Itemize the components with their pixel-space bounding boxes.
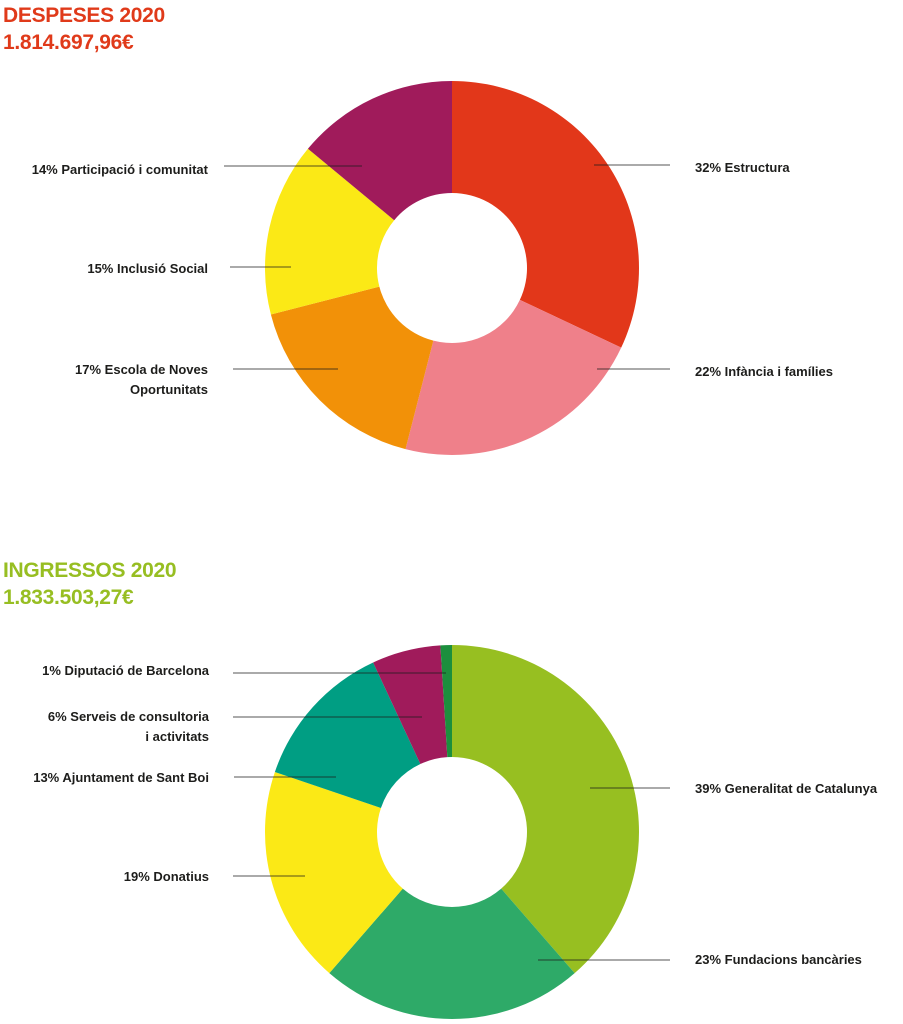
despeses-title: DESPESES 2020 xyxy=(3,4,165,27)
chart1-slice-label-3-line-2: Oportunitats xyxy=(130,382,208,397)
chart1-slice-label-4-line-1: 15% Inclusió Social xyxy=(87,261,208,276)
chart2-slice-5 xyxy=(373,645,448,764)
chart2-slice-2 xyxy=(329,888,575,1020)
chart2-slice-label-6: 1% Diputació de Barcelona xyxy=(42,663,210,678)
chart1-slice-4 xyxy=(265,148,395,315)
chart2-slice-label-3: 19% Donatius xyxy=(124,869,209,884)
ingressos-title: INGRESSOS 2020 xyxy=(3,559,177,582)
ingressos-total: 1.833.503,27€ xyxy=(3,586,134,609)
chart2-slice-label-2: 23% Fundacions bancàries xyxy=(695,952,862,967)
chart2-slice-label-5: 6% Serveis de consultoria i activitats xyxy=(48,709,210,744)
chart1-slice-label-3: 17% Escola de Noves Oportunitats xyxy=(75,362,208,397)
chart-title-despeses: DESPESES 2020 1.814.697,96€ xyxy=(3,2,165,56)
chart2-slice-label-4: 13% Ajuntament de Sant Boi xyxy=(33,770,209,785)
chart1-slice-label-5: 14% Participació i comunitat xyxy=(32,162,209,177)
chart1-slice-3 xyxy=(270,286,434,450)
chart2-slice-label-2-line-1: 23% Fundacions bancàries xyxy=(695,952,862,967)
chart2-slice-label-4-line-1: 13% Ajuntament de Sant Boi xyxy=(33,770,209,785)
chart2-slice-3 xyxy=(265,772,403,974)
chart1-slice-label-1-line-1: 32% Estructura xyxy=(695,160,790,175)
chart2-slice-label-1-line-1: 39% Generalitat de Catalunya xyxy=(695,781,878,796)
chart1-slice-label-3-line-1: 17% Escola de Noves xyxy=(75,362,208,377)
chart2-slice-label-6-line-1: 1% Diputació de Barcelona xyxy=(42,663,210,678)
chart2-slice-label-5-line-1: 6% Serveis de consultoria xyxy=(48,709,210,724)
chart2-slice-4 xyxy=(274,662,421,808)
chart1-slice-5 xyxy=(307,81,452,221)
chart1-slice-1 xyxy=(452,81,639,348)
chart2-slice-label-5-line-2: i activitats xyxy=(145,729,209,744)
despeses-total: 1.814.697,96€ xyxy=(3,31,134,54)
chart1-slice-label-2-line-1: 22% Infància i famílies xyxy=(695,364,833,379)
chart1-slice-label-1: 32% Estructura xyxy=(695,160,790,175)
chart1-slice-label-5-line-1: 14% Participació i comunitat xyxy=(32,162,209,177)
chart1-slice-label-2: 22% Infància i famílies xyxy=(695,364,833,379)
chart-title-ingressos: INGRESSOS 2020 1.833.503,27€ xyxy=(3,557,177,611)
chart1-slice-2 xyxy=(405,299,622,455)
chart1-slice-label-4: 15% Inclusió Social xyxy=(87,261,208,276)
chart2-slice-label-3-line-1: 19% Donatius xyxy=(124,869,209,884)
chart2-slice-label-1: 39% Generalitat de Catalunya xyxy=(695,781,878,796)
chart2-slice-1 xyxy=(452,645,640,974)
